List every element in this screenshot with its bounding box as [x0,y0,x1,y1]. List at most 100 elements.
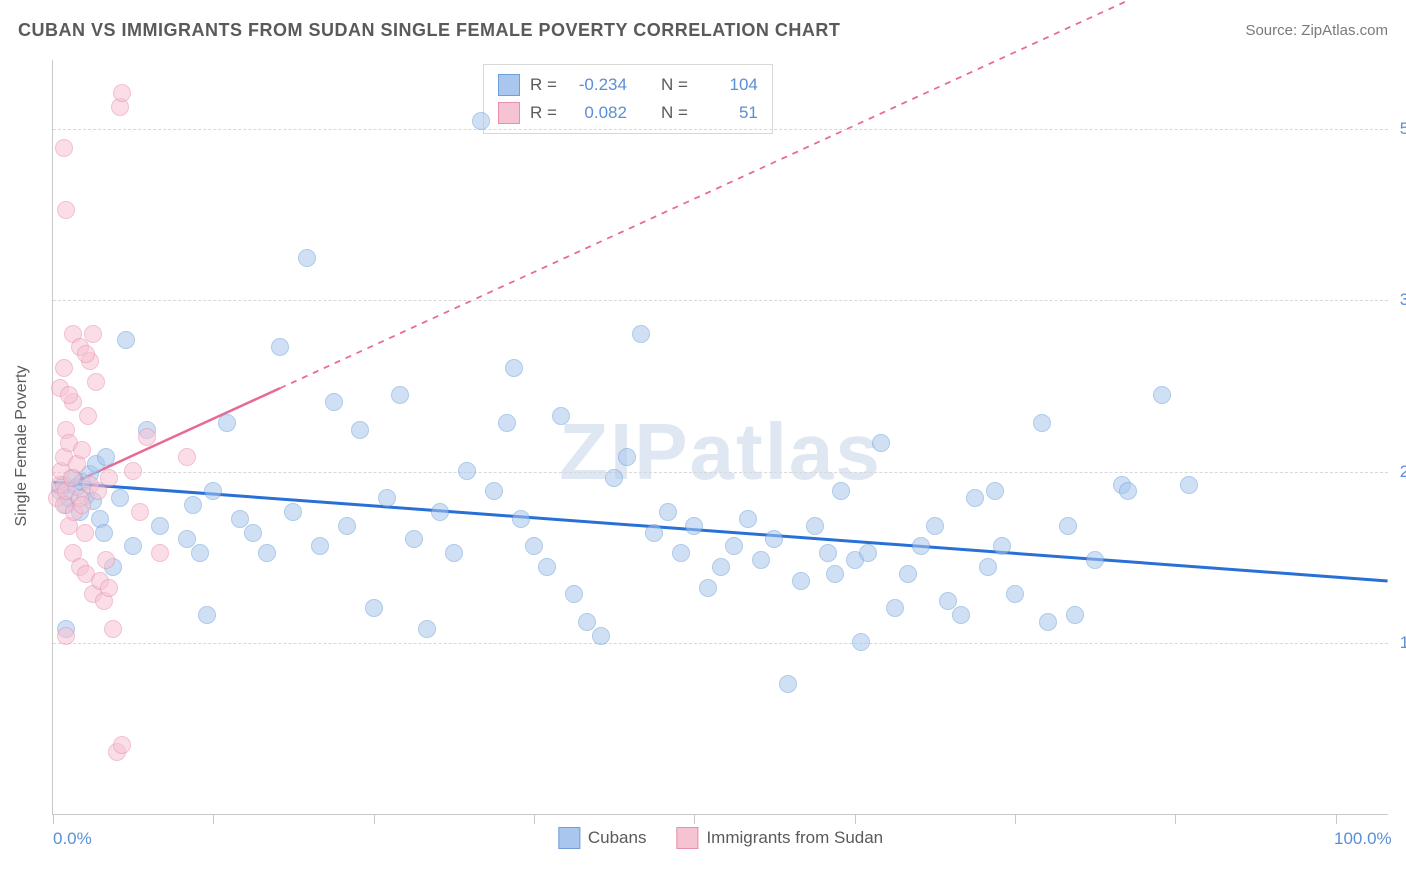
scatter-point [97,448,115,466]
scatter-point [218,414,236,432]
scatter-point [100,469,118,487]
scatter-point [57,627,75,645]
stats-legend-box: R = -0.234 N = 104 R = 0.082 N = 51 [483,64,773,134]
scatter-point [926,517,944,535]
scatter-point [712,558,730,576]
x-tick [534,814,535,824]
scatter-point [431,503,449,521]
trend-lines-layer [53,60,1388,814]
scatter-point [244,524,262,542]
scatter-point [779,675,797,693]
y-tick-label: 37.5% [1400,290,1406,310]
legend-item-sudan: Immigrants from Sudan [676,827,883,849]
cubans-swatch-icon [558,827,580,849]
sudan-r-value: 0.082 [567,99,627,127]
cubans-r-value: -0.234 [567,71,627,99]
grid-line [53,300,1388,301]
x-tick-label: 0.0% [53,829,92,849]
scatter-point [198,606,216,624]
scatter-point [645,524,663,542]
x-tick [53,814,54,824]
scatter-point [124,537,142,555]
scatter-point [351,421,369,439]
scatter-point [525,537,543,555]
scatter-point [565,585,583,603]
y-tick-label: 25.0% [1400,462,1406,482]
stats-legend-row-cubans: R = -0.234 N = 104 [498,71,758,99]
scatter-point [77,345,95,363]
scatter-point [151,544,169,562]
scatter-point [73,496,91,514]
scatter-point [191,544,209,562]
scatter-point [552,407,570,425]
x-tick [1175,814,1176,824]
n-label: N = [661,99,688,127]
y-tick-label: 50.0% [1400,119,1406,139]
scatter-point [95,524,113,542]
scatter-point [298,249,316,267]
scatter-point [1006,585,1024,603]
scatter-point [151,517,169,535]
scatter-point [184,496,202,514]
scatter-point [859,544,877,562]
x-tick [1336,814,1337,824]
scatter-point [55,139,73,157]
x-tick [855,814,856,824]
scatter-point [378,489,396,507]
scatter-point [1039,613,1057,631]
scatter-point [618,448,636,466]
x-tick-label: 100.0% [1334,829,1392,849]
scatter-point [792,572,810,590]
scatter-point [852,633,870,651]
scatter-point [55,359,73,377]
scatter-point [418,620,436,638]
scatter-point [178,448,196,466]
scatter-point [113,736,131,754]
scatter-point [57,201,75,219]
scatter-point [1119,482,1137,500]
grid-line [53,643,1388,644]
scatter-point [826,565,844,583]
chart-container: CUBAN VS IMMIGRANTS FROM SUDAN SINGLE FE… [0,0,1406,892]
trend-line-dashed [280,0,1387,388]
scatter-point [605,469,623,487]
scatter-point [73,441,91,459]
y-axis-title: Single Female Poverty [13,366,31,527]
scatter-point [1059,517,1077,535]
scatter-point [111,489,129,507]
scatter-point [966,489,984,507]
scatter-point [505,359,523,377]
scatter-point [1086,551,1104,569]
sudan-n-value: 51 [698,99,758,127]
scatter-point [79,407,97,425]
scatter-point [685,517,703,535]
n-label: N = [661,71,688,99]
y-tick-label: 12.5% [1400,633,1406,653]
grid-line [53,472,1388,473]
scatter-point [325,393,343,411]
scatter-point [872,434,890,452]
scatter-point [632,325,650,343]
scatter-point [952,606,970,624]
x-tick [374,814,375,824]
scatter-point [284,503,302,521]
scatter-point [391,386,409,404]
source-attribution: Source: ZipAtlas.com [1245,22,1388,39]
scatter-point [76,524,94,542]
scatter-point [271,338,289,356]
scatter-point [832,482,850,500]
scatter-point [819,544,837,562]
scatter-point [445,544,463,562]
sudan-swatch [498,102,520,124]
sudan-swatch-icon [676,827,698,849]
scatter-point [405,530,423,548]
x-tick [213,814,214,824]
scatter-point [498,414,516,432]
cubans-swatch [498,74,520,96]
scatter-point [258,544,276,562]
scatter-point [60,386,78,404]
scatter-point [113,84,131,102]
scatter-point [124,462,142,480]
scatter-point [1066,606,1084,624]
scatter-point [84,325,102,343]
